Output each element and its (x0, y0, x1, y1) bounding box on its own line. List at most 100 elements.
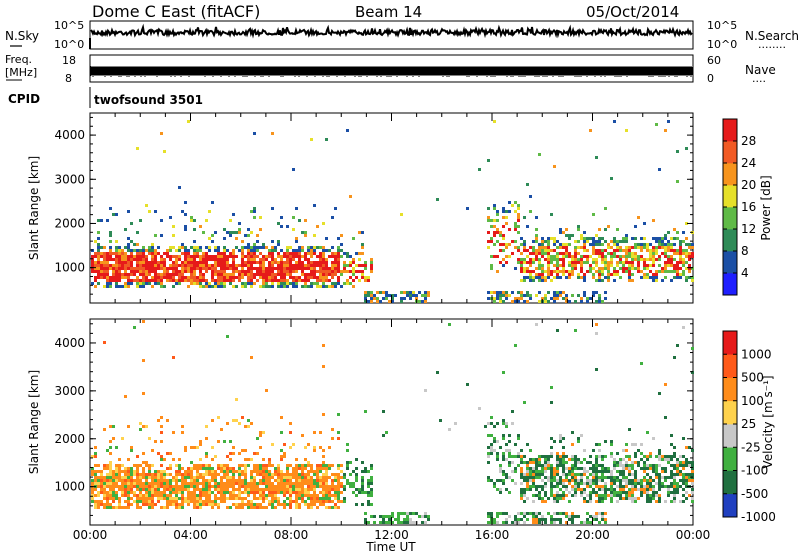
velocity-cell (256, 491, 259, 494)
velocity-cell (613, 488, 616, 491)
power-cell (298, 276, 301, 279)
velocity-cell (202, 479, 205, 482)
power-cell (346, 255, 349, 258)
velocity-cell (565, 479, 568, 482)
velocity-x-ticks (89, 319, 694, 525)
power-cell (598, 300, 601, 303)
velocity-cell (556, 512, 559, 515)
power-cell (100, 246, 103, 249)
velocity-cell (547, 512, 550, 515)
power-cell (136, 231, 139, 234)
velocity-cell (247, 503, 250, 506)
power-cell (595, 261, 598, 264)
velocity-cell (490, 449, 493, 452)
power-cell (94, 240, 97, 243)
velocity-cell (586, 461, 589, 464)
power-cell (592, 249, 595, 252)
velocity-cell (661, 485, 664, 488)
power-cell (571, 234, 574, 237)
velocity-cell (94, 476, 97, 479)
velocity-cell (523, 512, 526, 515)
velocity-cell (196, 500, 199, 503)
velocity-cell (178, 485, 181, 488)
power-cell (262, 273, 265, 276)
velocity-heatmap (91, 320, 694, 524)
velocity-cell (625, 482, 628, 485)
velocity-cell (208, 479, 211, 482)
velocity-cell (664, 479, 667, 482)
velocity-cell (238, 452, 241, 455)
velocity-cell (340, 485, 343, 488)
velocity-cell (205, 452, 208, 455)
velocity-cell (643, 461, 646, 464)
power-cell (214, 246, 217, 249)
velocity-cell (622, 488, 625, 491)
velocity-cell (346, 461, 349, 464)
power-cell (556, 294, 559, 297)
power-cell (250, 210, 253, 213)
velocity-cell (127, 467, 130, 470)
velocity-cell (424, 389, 427, 392)
power-cell (664, 237, 667, 240)
velocity-cell (640, 482, 643, 485)
velocity-cell (133, 470, 136, 473)
power-cell (262, 243, 265, 246)
velocity-cell (340, 500, 343, 503)
velocity-cell (583, 521, 586, 524)
velocity-cell (130, 491, 133, 494)
velocity-cell (247, 500, 250, 503)
power-cell (253, 249, 256, 252)
power-cell (532, 261, 535, 264)
velocity-cell (535, 464, 538, 467)
velocity-cell (688, 464, 691, 467)
power-cell (97, 261, 100, 264)
velocity-cell (112, 476, 115, 479)
power-cell (688, 270, 691, 273)
power-cell (184, 276, 187, 279)
velocity-cell (199, 464, 202, 467)
velocity-cell (199, 494, 202, 497)
velocity-cell (319, 476, 322, 479)
velocity-cell (646, 431, 649, 434)
power-cell (256, 234, 259, 237)
velocity-cell (517, 437, 520, 440)
velocity-cell (526, 488, 529, 491)
power-cell (112, 267, 115, 270)
power-cell (295, 264, 298, 267)
power-cell (208, 282, 211, 285)
power-cell (568, 276, 571, 279)
velocity-cell (589, 461, 592, 464)
power-cell (625, 129, 628, 132)
power-cell (682, 252, 685, 255)
velocity-cell (268, 500, 271, 503)
velocity-cell (112, 425, 115, 428)
velocity-cell (244, 503, 247, 506)
power-cell (592, 237, 595, 240)
power-cell (523, 276, 526, 279)
power-cell (367, 291, 370, 294)
power-cell (478, 168, 481, 171)
velocity-cell (187, 503, 190, 506)
power-cell (286, 249, 289, 252)
power-cell (571, 264, 574, 267)
velocity-cell (676, 473, 679, 476)
power-cell (268, 261, 271, 264)
velocity-cell (112, 485, 115, 488)
power-cell (625, 252, 628, 255)
velocity-cell (316, 473, 319, 476)
power-cell (520, 237, 523, 240)
power-cell (526, 225, 529, 228)
velocity-cell (529, 512, 532, 515)
velocity-cell (193, 482, 196, 485)
velocity-cell (553, 467, 556, 470)
velocity-cell (607, 476, 610, 479)
velocity-cell (178, 473, 181, 476)
velocity-cell (361, 488, 364, 491)
velocity-cell (289, 479, 292, 482)
velocity-cell (112, 482, 115, 485)
velocity-cell (130, 479, 133, 482)
velocity-cell (334, 476, 337, 479)
power-cell (124, 228, 127, 231)
velocity-cell (268, 494, 271, 497)
power-cell (277, 222, 280, 225)
